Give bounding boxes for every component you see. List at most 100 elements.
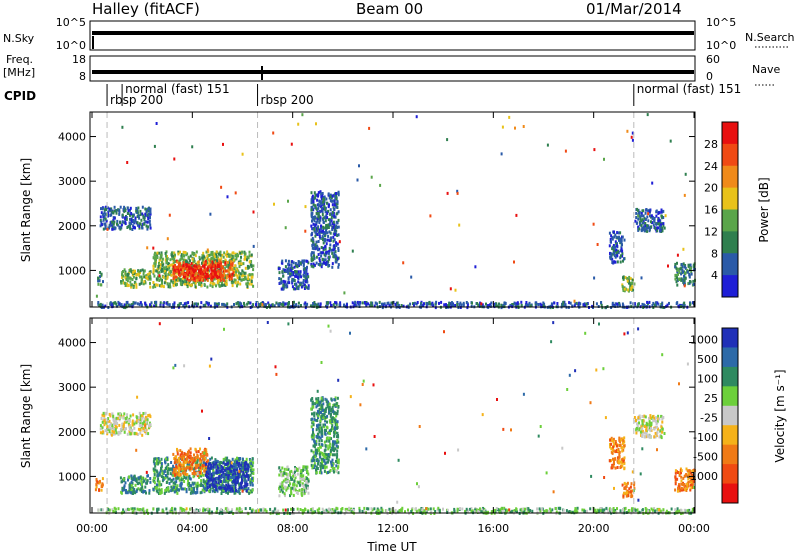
data-cell: [310, 264, 313, 268]
data-cell: [616, 254, 619, 258]
data-cell: [208, 262, 211, 266]
data-cell: [193, 486, 196, 490]
data-cell: [232, 468, 235, 472]
data-cell: [207, 459, 209, 463]
data-cell: [251, 479, 254, 483]
data-cell: [189, 460, 192, 463]
data-cell: [162, 477, 165, 481]
data-cell: [320, 192, 323, 196]
data-cell: [292, 271, 295, 274]
data-cell: [206, 279, 209, 282]
data-cell: [227, 491, 229, 495]
data-cell: [177, 488, 180, 492]
data-cell: [206, 285, 209, 289]
data-cell: [320, 205, 323, 209]
data-cell: [294, 474, 297, 477]
data-cell: [210, 272, 213, 276]
data-cell: [181, 265, 184, 269]
data-cell: [227, 273, 230, 277]
data-cell: [279, 302, 282, 306]
data-cell: [500, 152, 503, 156]
data-cell: [651, 181, 654, 185]
data-cell: [337, 265, 340, 269]
data-cell: [221, 486, 224, 490]
data-cell: [128, 221, 131, 225]
data-cell: [284, 485, 286, 489]
data-cell: [631, 131, 634, 135]
data-cell: [133, 225, 136, 229]
data-cell: [100, 485, 103, 488]
data-cell: [196, 485, 199, 488]
data-cell: [234, 483, 237, 486]
data-cell: [293, 483, 296, 487]
data-cell: [249, 480, 252, 484]
data-cell: [213, 485, 216, 489]
data-cell: [139, 414, 142, 418]
data-cell: [522, 125, 525, 128]
data-cell: [250, 471, 253, 475]
data-cell: [676, 261, 678, 265]
data-cell: [639, 217, 642, 221]
data-cell: [175, 480, 178, 484]
data-cell: [179, 280, 182, 284]
data-cell: [221, 253, 224, 257]
data-cell: [223, 465, 226, 469]
data-cell: [326, 238, 329, 242]
data-cell: [186, 264, 189, 268]
data-cell: [206, 266, 209, 270]
data-cell: [176, 282, 178, 286]
data-cell: [229, 277, 232, 281]
data-cell: [324, 219, 327, 223]
data-cell: [334, 195, 337, 199]
data-cell: [149, 226, 152, 230]
data-cell: [292, 471, 294, 475]
data-cell: [215, 252, 217, 256]
data-cell: [325, 251, 328, 255]
data-cell: [98, 481, 101, 485]
data-cell: [144, 212, 147, 216]
data-cell: [232, 271, 235, 274]
data-cell: [193, 458, 196, 462]
data-cell: [286, 467, 289, 471]
data-cell: [173, 260, 176, 264]
data-cell: [166, 260, 169, 264]
data-cell: [618, 301, 620, 305]
data-cell: [136, 223, 139, 227]
data-cell: [220, 257, 223, 261]
nsky-panel: N.Sky 10^5 10^0 10^5 10^0 N.Search: [3, 16, 795, 52]
data-cell: [117, 208, 120, 212]
data-cell: [224, 274, 227, 278]
data-cell: [313, 246, 316, 250]
data-cell: [213, 258, 216, 262]
data-cell: [182, 267, 184, 271]
data-cell: [143, 420, 146, 424]
data-cell: [193, 270, 195, 274]
colorbar-swatch: [722, 122, 738, 145]
data-cell: [312, 243, 315, 247]
data-cell: [111, 425, 114, 429]
data-cell: [331, 251, 334, 255]
data-cell: [314, 451, 317, 455]
data-cell: [304, 483, 307, 487]
data-cell: [138, 282, 141, 286]
data-cell: [168, 303, 171, 307]
data-cell: [318, 247, 321, 251]
data-cell: [132, 413, 135, 417]
data-cell: [299, 480, 302, 484]
data-cell: [238, 265, 241, 269]
data-cell: [233, 280, 236, 284]
data-cell: [323, 440, 326, 444]
data-cell: [429, 302, 432, 306]
data-cell: [145, 275, 148, 279]
data-cell: [209, 483, 212, 487]
data-cell: [205, 301, 208, 304]
data-cell: [191, 467, 194, 471]
data-cell: [213, 255, 216, 259]
data-cell: [611, 237, 614, 241]
data-cell: [184, 461, 187, 464]
data-cell: [462, 303, 465, 307]
data-cell: [335, 233, 338, 237]
data-cell: [593, 276, 596, 280]
data-cell: [129, 276, 132, 280]
data-cell: [174, 482, 177, 486]
